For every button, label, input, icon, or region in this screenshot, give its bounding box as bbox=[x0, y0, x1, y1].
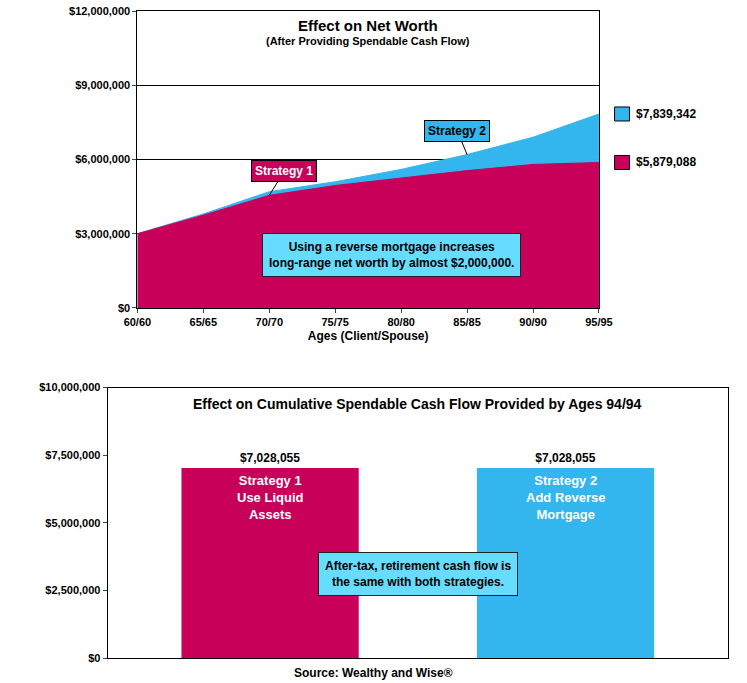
svg-text:Strategy 1: Strategy 1 bbox=[255, 164, 313, 178]
svg-text:$12,000,000: $12,000,000 bbox=[69, 5, 130, 17]
svg-text:$10,000,000: $10,000,000 bbox=[39, 381, 100, 393]
svg-text:Strategy 2: Strategy 2 bbox=[428, 124, 486, 138]
svg-text:Using a reverse mortgage incre: Using a reverse mortgage increaseslong-r… bbox=[269, 240, 514, 270]
svg-text:Ages (Client/Spouse): Ages (Client/Spouse) bbox=[308, 329, 429, 343]
svg-text:$9,000,000: $9,000,000 bbox=[75, 79, 130, 91]
svg-text:$0: $0 bbox=[88, 652, 100, 664]
svg-text:$7,028,055: $7,028,055 bbox=[240, 451, 300, 465]
svg-text:75/75: 75/75 bbox=[321, 316, 349, 328]
svg-text:$3,000,000: $3,000,000 bbox=[75, 228, 130, 240]
svg-text:95/95: 95/95 bbox=[585, 316, 613, 328]
svg-text:(After Providing Spendable Cas: (After Providing Spendable Cash Flow) bbox=[266, 35, 470, 47]
svg-text:60/60: 60/60 bbox=[124, 316, 152, 328]
svg-text:Source: Wealthy and Wise®: Source: Wealthy and Wise® bbox=[294, 666, 453, 680]
svg-text:70/70: 70/70 bbox=[256, 316, 284, 328]
svg-text:Strategy 1Use LiquidAssets: Strategy 1Use LiquidAssets bbox=[237, 473, 304, 522]
svg-text:$5,879,088: $5,879,088 bbox=[636, 155, 696, 169]
svg-text:Effect on Net Worth: Effect on Net Worth bbox=[298, 17, 438, 34]
svg-text:Strategy 2Add ReverseMortgage: Strategy 2Add ReverseMortgage bbox=[526, 473, 605, 522]
svg-text:90/90: 90/90 bbox=[519, 316, 547, 328]
svg-text:$7,500,000: $7,500,000 bbox=[45, 449, 100, 461]
svg-text:After-tax, retirement cash flo: After-tax, retirement cash flow isthe sa… bbox=[325, 559, 511, 589]
svg-text:$7,028,055: $7,028,055 bbox=[535, 451, 595, 465]
svg-text:$0: $0 bbox=[118, 302, 130, 314]
svg-text:$7,839,342: $7,839,342 bbox=[636, 107, 696, 121]
svg-text:$2,500,000: $2,500,000 bbox=[45, 584, 100, 596]
svg-text:85/85: 85/85 bbox=[453, 316, 481, 328]
svg-text:$6,000,000: $6,000,000 bbox=[75, 153, 130, 165]
svg-text:Effect on Cumulative Spendable: Effect on Cumulative Spendable Cash Flow… bbox=[193, 396, 642, 412]
svg-text:$5,000,000: $5,000,000 bbox=[45, 517, 100, 529]
svg-text:80/80: 80/80 bbox=[387, 316, 415, 328]
svg-text:65/65: 65/65 bbox=[190, 316, 218, 328]
